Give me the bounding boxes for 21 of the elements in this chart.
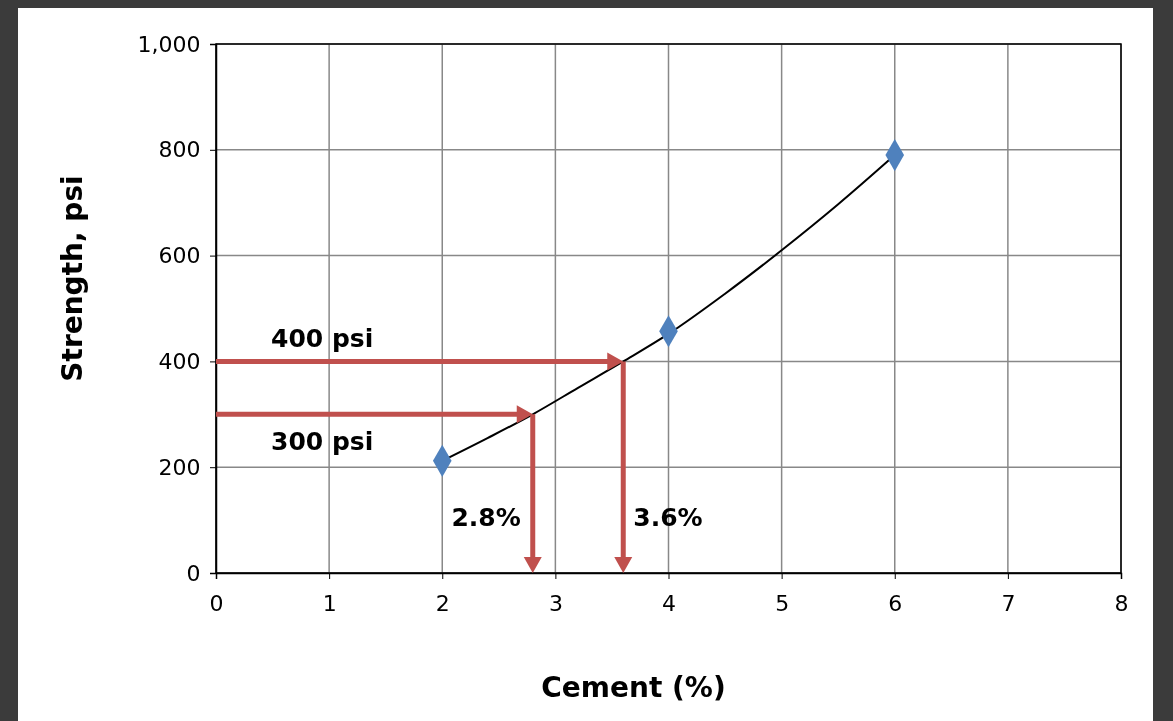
x-tick-label: 6 [888, 590, 903, 616]
annotation: 2.8% [451, 503, 521, 532]
y-tick-label: 200 [158, 454, 201, 480]
y-axis-title: Strength, psi [56, 175, 89, 382]
x-tick-label: 1 [322, 590, 337, 616]
x-tick-label: 8 [1114, 590, 1129, 616]
x-tick-label: 0 [209, 590, 224, 616]
y-tick-label: 1,000 [137, 31, 201, 57]
annotation: 3.6% [633, 503, 703, 532]
annotation: 300 psi [271, 427, 374, 456]
x-tick-label: 3 [548, 590, 563, 616]
y-tick-label: 0 [186, 560, 201, 586]
y-tick-label: 400 [158, 348, 201, 374]
x-tick-label: 2 [435, 590, 450, 616]
x-axis-title: Cement (%) [541, 671, 726, 704]
x-tick-label: 5 [775, 590, 790, 616]
x-tick-label: 7 [1001, 590, 1016, 616]
annotation: 400 psi [271, 324, 374, 353]
y-tick-label: 800 [158, 137, 201, 163]
x-tick-label: 4 [662, 590, 676, 616]
y-tick-label: 600 [158, 243, 201, 269]
